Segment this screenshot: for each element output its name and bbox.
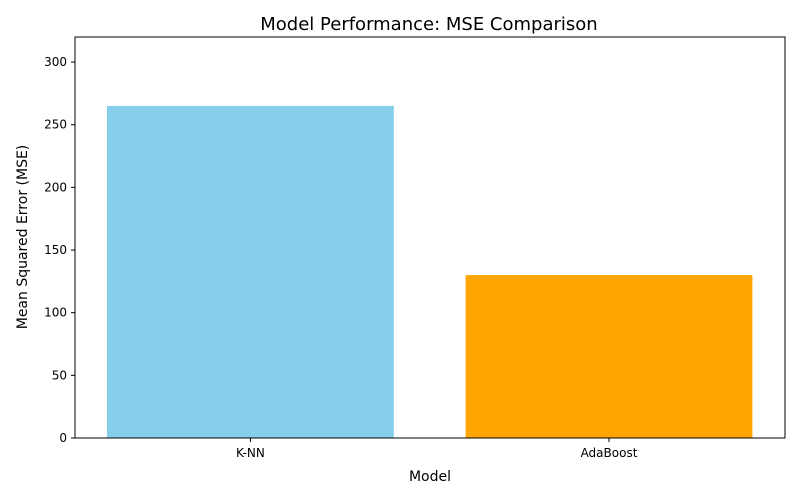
y-tick-label: 250 [44,118,67,132]
y-axis-label: Mean Squared Error (MSE) [15,145,31,330]
bar-adaboost [465,275,753,438]
y-tick-label: 300 [44,55,67,69]
x-axis-ticks: K-NN AdaBoost [236,438,638,460]
x-tick-label: K-NN [236,446,265,460]
y-tick-label: 50 [52,368,67,382]
plot-frame [74,36,786,439]
x-tick-label: AdaBoost [581,446,638,460]
y-axis-ticks: 0 50 100 150 200 250 300 [44,55,75,445]
y-tick-label: 200 [44,180,67,194]
y-tick-label: 0 [59,431,67,445]
bar-k-nn [107,105,394,439]
bars-group [107,105,753,439]
y-tick-label: 150 [44,243,67,257]
chart-title: Model Performance: MSE Comparison [260,14,597,35]
y-tick-label: 100 [44,306,67,320]
x-axis-label: Model [409,469,451,485]
